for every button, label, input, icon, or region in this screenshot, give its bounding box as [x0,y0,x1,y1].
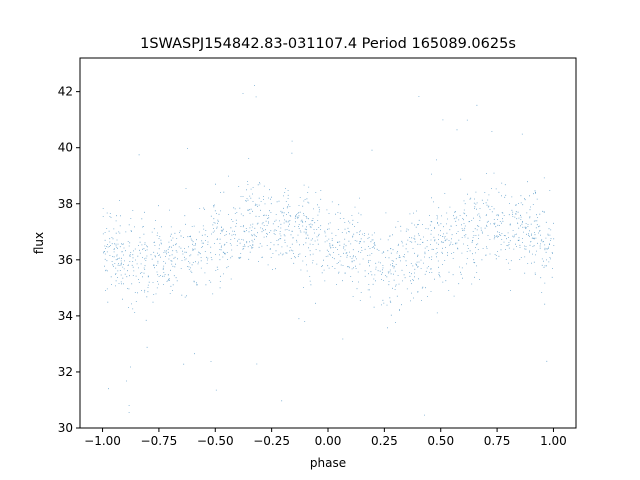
chart-title: 1SWASPJ154842.83-031107.4 Period 165089.… [140,36,516,52]
x-axis-label: phase [310,456,346,470]
data-points [102,85,555,416]
y-tick-label: 40 [58,141,73,155]
x-tick-label: 0.50 [427,434,454,448]
x-tick-label: 1.00 [540,434,567,448]
x-tick-label: 0.00 [315,434,342,448]
x-axis-ticks: −1.00 −0.75 −0.50 −0.25 0.00 0.25 0.50 0.75 1.00 [84,428,567,448]
y-tick-label: 36 [58,253,73,267]
y-tick-label: 38 [58,197,73,211]
x-tick-label: −0.25 [253,434,290,448]
y-axis-ticks: 30 32 34 36 38 40 42 [58,85,80,435]
y-axis-label: flux [32,232,46,254]
scatter-point [102,85,555,416]
x-tick-label: −0.75 [141,434,178,448]
x-tick-label: −1.00 [84,434,121,448]
y-tick-label: 32 [58,365,73,379]
y-tick-label: 30 [58,421,73,435]
x-tick-label: −0.50 [197,434,234,448]
x-tick-label: 0.25 [371,434,398,448]
x-tick-label: 0.75 [484,434,511,448]
y-tick-label: 42 [58,85,73,99]
y-tick-label: 34 [58,309,73,323]
